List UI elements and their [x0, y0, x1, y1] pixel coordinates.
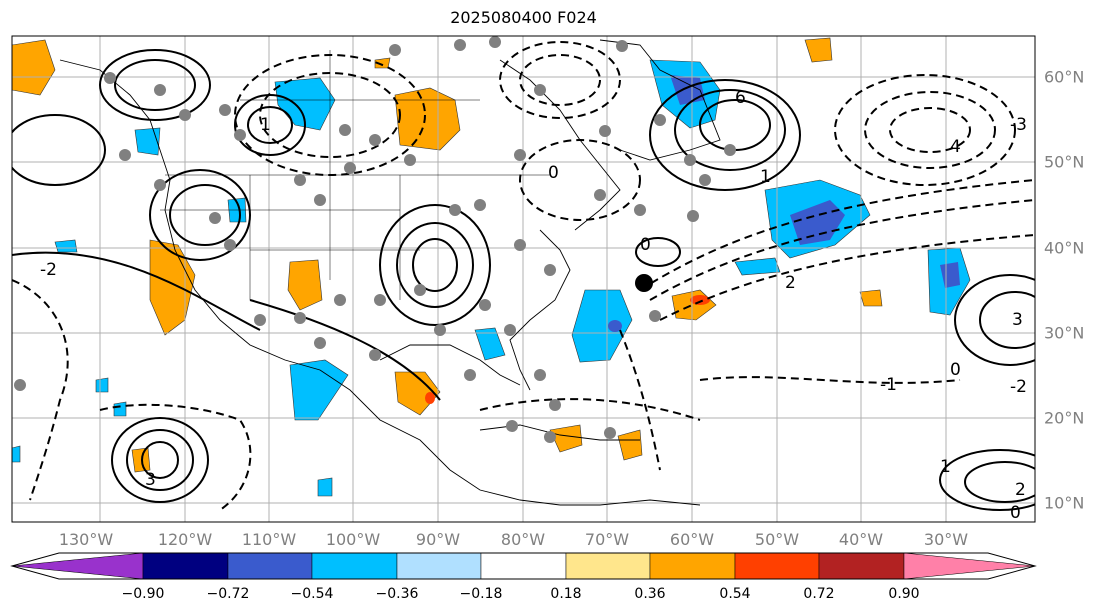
contour-label: 2 [1015, 480, 1026, 500]
observation-points [14, 36, 736, 443]
colorbar-segment [480, 552, 567, 580]
colorbar-segment [734, 552, 820, 580]
contour-label: 6 [735, 88, 746, 108]
lat-label: 40°N [1044, 238, 1085, 258]
contour-label: 3 [145, 470, 156, 490]
storm-center-marker [635, 274, 653, 292]
colorbar-tick: −0.90 [121, 586, 165, 602]
contour-label: -3 [1010, 115, 1027, 135]
lon-label: 40°W [838, 530, 884, 549]
colorbar-segment [903, 552, 1036, 580]
positive-contours [12, 49, 1035, 511]
colorbar-segment [565, 552, 651, 580]
colorbar-tick: −0.72 [206, 586, 250, 602]
lon-label: 70°W [584, 530, 630, 549]
contour-label: 1 [260, 115, 271, 135]
contour-label: -1 [880, 375, 897, 395]
lon-label: 30°W [923, 530, 969, 549]
lat-label: 50°N [1044, 152, 1085, 172]
contour-label: 2 [785, 273, 796, 293]
lon-label: 80°W [500, 530, 546, 549]
contour-label: 0 [640, 235, 651, 255]
lat-label: 20°N [1044, 408, 1085, 428]
political-boundaries [160, 50, 550, 300]
colorbar-segment [818, 552, 905, 580]
colorbar-tick: −0.54 [290, 586, 334, 602]
contour-label: -2 [40, 260, 57, 280]
contour-label: 0 [950, 360, 961, 380]
lon-label: 50°W [754, 530, 800, 549]
lon-label: 110°W [241, 530, 297, 549]
lon-label: 90°W [415, 530, 461, 549]
contour-label: 1 [760, 167, 771, 187]
lon-label: 60°W [669, 530, 715, 549]
contour-label: -2 [1010, 377, 1027, 397]
colorbar-segment [311, 552, 398, 580]
lat-label: 30°N [1044, 323, 1085, 343]
colorbar-outline [10, 552, 1037, 580]
contour-label: 0 [548, 163, 559, 183]
lat-label: 10°N [1044, 493, 1085, 513]
colorbar-segment [396, 552, 482, 580]
colorbar-segment [11, 552, 144, 580]
map-frame [11, 35, 1036, 523]
colorbar-segment [142, 552, 229, 580]
colorbar [10, 552, 1037, 580]
colorbar-tick: 0.72 [803, 586, 835, 602]
graticule [12, 36, 1035, 522]
negative-contours [12, 41, 1035, 511]
colorbar-tick: −0.36 [375, 586, 419, 602]
lon-label: 100°W [325, 530, 381, 549]
colorbar-tick: 0.18 [550, 586, 582, 602]
contour-label: 3 [1012, 310, 1023, 330]
contour-labels: 0 0 0 0 1 1 1 2 2 3 3 -1 -2 -2 -3 4 6 [40, 88, 1027, 523]
contour-label: 1 [940, 457, 951, 477]
contour-label: 4 [950, 137, 961, 157]
contour-label: 0 [1010, 503, 1021, 523]
positive-anomaly-regions [12, 37, 883, 473]
colorbar-tick: 0.54 [719, 586, 751, 602]
colorbar-tick: −0.18 [459, 586, 503, 602]
map-title: 2025080400 F024 [450, 8, 597, 27]
lat-label: 60°N [1044, 67, 1085, 87]
colorbar-segment [649, 552, 736, 580]
colorbar-segment [227, 552, 313, 580]
lon-label: 120°W [157, 530, 213, 549]
strong-positive-anomaly [425, 295, 710, 404]
colorbar-tick: 0.36 [634, 586, 666, 602]
lon-label: 130°W [58, 530, 114, 549]
colorbar-tick: 0.90 [888, 586, 920, 602]
